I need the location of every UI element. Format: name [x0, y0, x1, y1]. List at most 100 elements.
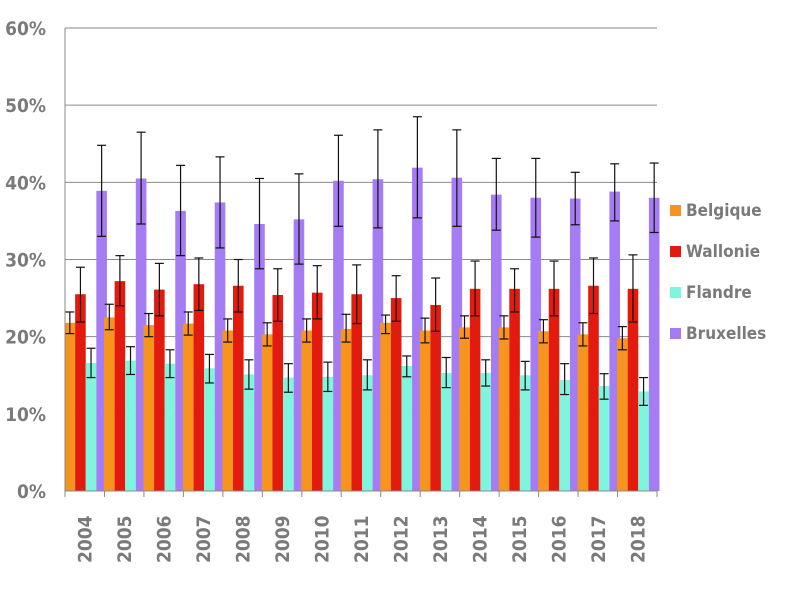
bar-wallonie-2005	[114, 281, 126, 491]
bar-flandre-2006	[164, 363, 176, 491]
bars	[64, 167, 660, 492]
y-tick-label: 20%	[5, 327, 46, 349]
legend-item-bruxelles: Bruxelles	[670, 324, 766, 344]
error-bar-belgique-2013	[420, 317, 430, 344]
bar-flandre-2011	[362, 375, 373, 491]
bar-belgique-2007	[182, 323, 194, 491]
bar-bruxelles-2015	[530, 197, 542, 491]
bar-belgique-2014	[459, 327, 470, 491]
bar-flandre-2012	[401, 365, 413, 491]
bar-bruxelles-2018	[648, 197, 660, 491]
bar-wallonie-2016	[548, 288, 560, 491]
bar-belgique-2018	[617, 338, 628, 491]
error-bar-belgique-2015	[499, 315, 509, 340]
bar-flandre-2013	[440, 372, 452, 491]
error-bar-bruxelles-2017	[610, 163, 620, 222]
legend-label: Belgique	[686, 201, 762, 221]
bar-wallonie-2015	[509, 288, 520, 491]
bar-bruxelles-2013	[451, 177, 463, 491]
bar-bruxelles-2005	[135, 178, 147, 491]
error-bar-flandre-2018	[639, 376, 649, 406]
bar-wallonie-2009	[272, 294, 284, 491]
error-bar-flandre-2005	[126, 346, 135, 376]
error-bar-wallonie-2005	[115, 255, 125, 307]
bar-bruxelles-2014	[491, 194, 502, 491]
x-tick-label: 2011	[351, 515, 373, 563]
bar-bruxelles-2010	[333, 180, 344, 492]
error-bar-belgique-2007	[183, 311, 193, 336]
bar-belgique-2005	[104, 317, 115, 491]
bar-wallonie-2008	[233, 285, 244, 491]
error-bar-bruxelles-2010	[333, 134, 343, 227]
legend-swatch	[670, 246, 681, 257]
legend-label: Flandre	[686, 283, 752, 303]
error-bar-belgique-2004	[65, 311, 75, 335]
error-bar-flandre-2013	[441, 356, 451, 389]
legend-label: Wallonie	[686, 242, 760, 262]
y-tick-label: 10%	[5, 404, 46, 426]
bar-wallonie-2012	[390, 298, 402, 491]
bar-belgique-2006	[143, 325, 155, 491]
error-bar-wallonie-2014	[470, 260, 480, 317]
bar-wallonie-2010	[311, 292, 323, 491]
bar-wallonie-2011	[351, 294, 362, 491]
bar-belgique-2017	[577, 334, 589, 491]
bar-belgique-2004	[64, 322, 76, 491]
bar-flandre-2009	[283, 377, 294, 491]
error-bar-flandre-2008	[244, 359, 254, 390]
x-tick-label: 2016	[548, 515, 570, 563]
error-bar-flandre-2010	[323, 361, 333, 393]
error-bar-bruxelles-2013	[452, 129, 462, 227]
bar-flandre-2017	[598, 386, 610, 491]
error-bar-bruxelles-2009	[294, 173, 304, 265]
bar-belgique-2013	[419, 330, 431, 491]
error-bar-flandre-2016	[560, 363, 570, 396]
error-bar-belgique-2005	[104, 303, 114, 331]
error-bar-belgique-2016	[538, 319, 548, 344]
x-tick-label: 2004	[75, 515, 97, 563]
bar-wallonie-2007	[193, 284, 205, 491]
bar-wallonie-2013	[430, 305, 441, 491]
error-bar-wallonie-2013	[431, 277, 441, 332]
bar-bruxelles-2006	[175, 210, 186, 491]
x-tick-label: 2008	[233, 515, 255, 563]
error-bar-wallonie-2016	[549, 260, 559, 317]
error-bar-bruxelles-2012	[412, 116, 422, 219]
legend: Belgique Wallonie Flandre Bruxelles	[670, 201, 766, 344]
error-bar-bruxelles-2015	[531, 157, 541, 238]
bar-wallonie-2018	[627, 288, 639, 491]
bar-belgique-2011	[340, 328, 352, 491]
error-bar-belgique-2009	[262, 322, 272, 347]
error-bar-flandre-2011	[362, 359, 372, 391]
error-bar-wallonie-2010	[312, 265, 322, 320]
y-tick-label: 50%	[5, 95, 46, 117]
error-bar-belgique-2008	[223, 318, 233, 343]
bar-belgique-2015	[498, 327, 510, 491]
x-tick-label: 2014	[469, 515, 491, 563]
bar-belgique-2009	[261, 334, 273, 491]
bar-flandre-2016	[559, 379, 570, 491]
bar-bruxelles-2011	[372, 179, 384, 491]
y-tick-label: 40%	[5, 172, 46, 194]
bar-bruxelles-2004	[96, 190, 107, 492]
error-bar-flandre-2004	[86, 347, 96, 379]
error-bar-flandre-2007	[204, 353, 214, 384]
x-tick-label: 2009	[272, 515, 294, 563]
bar-bruxelles-2016	[569, 198, 581, 491]
legend-item-flandre: Flandre	[670, 283, 752, 303]
y-tick-label: 0%	[17, 481, 46, 503]
error-bars	[65, 116, 659, 406]
x-tick-label: 2018	[627, 515, 649, 563]
error-bar-wallonie-2006	[154, 262, 164, 317]
error-bar-belgique-2014	[460, 315, 469, 339]
x-tick-labels: 2004 2005 2006 2007 2008 2009 2010 2011 2012 2013…	[75, 515, 650, 563]
bar-belgique-2012	[380, 322, 391, 491]
error-bar-belgique-2018	[617, 326, 627, 351]
legend-item-belgique: Belgique	[670, 201, 762, 221]
bar-flandre-2008	[243, 374, 255, 491]
bar-flandre-2015	[519, 375, 531, 491]
legend-swatch	[670, 205, 681, 216]
error-bar-bruxelles-2011	[373, 129, 383, 229]
x-tick-label: 2005	[114, 515, 136, 563]
